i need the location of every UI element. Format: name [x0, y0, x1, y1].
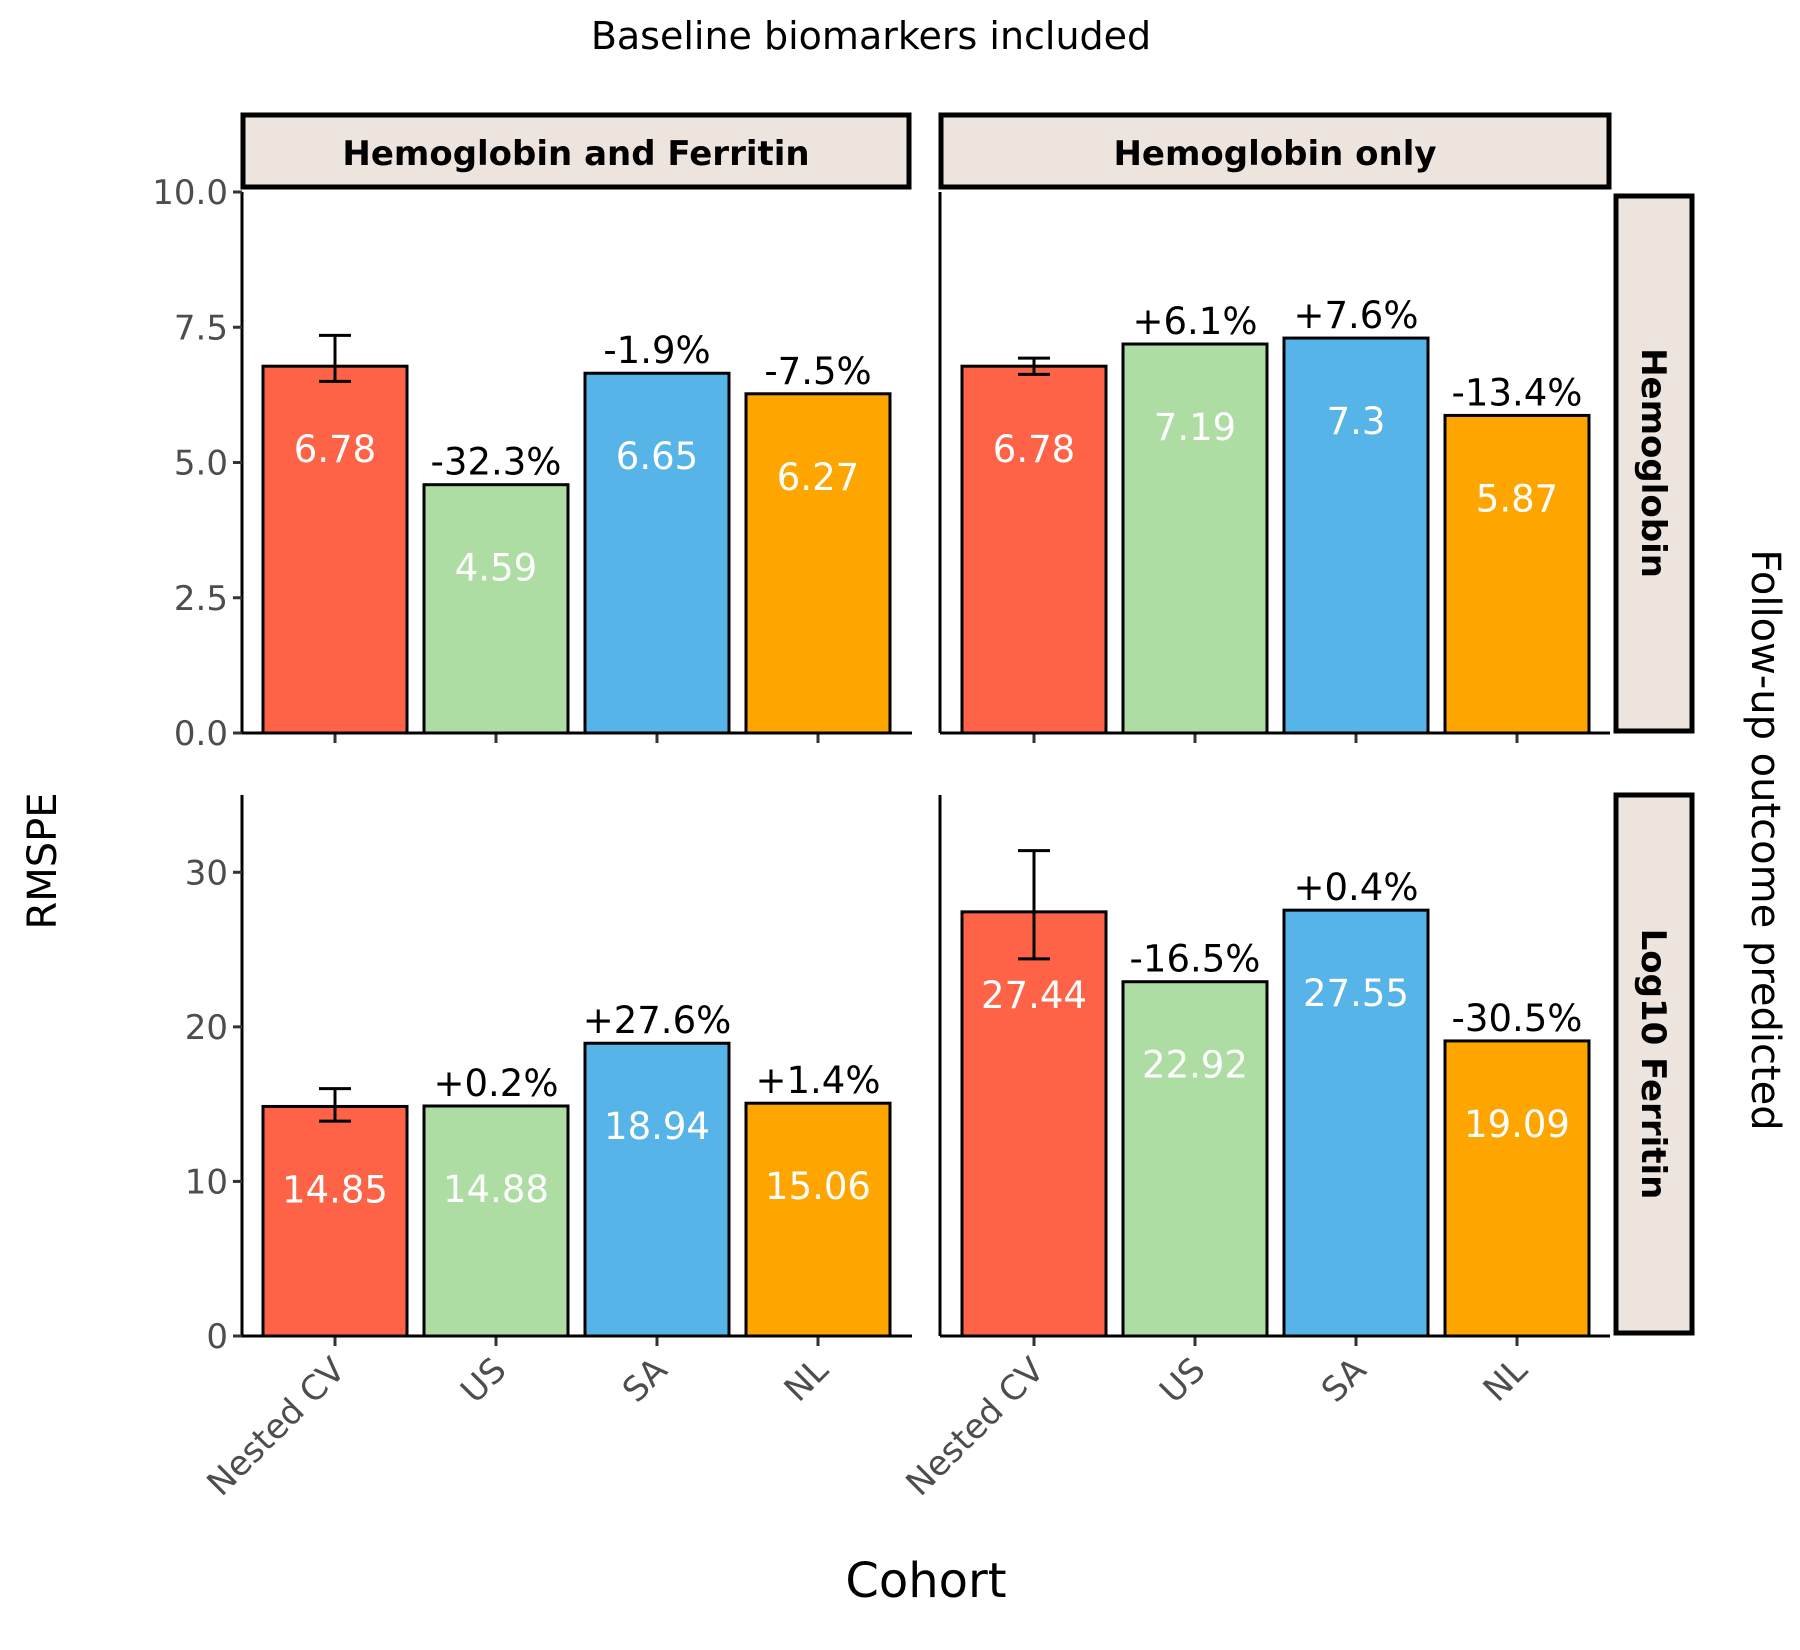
row-strip-1-label: Log10 Ferritin	[1633, 929, 1673, 1200]
y-tick-label-r1-2: 20	[185, 1008, 228, 1048]
value-label-r1-c0-0: 14.85	[282, 1168, 388, 1211]
pct-label-r0-c0-1: -32.3%	[431, 441, 562, 484]
facet-row-title: Follow-up outcome predicted	[1742, 549, 1788, 1130]
bar-r0-c0-0	[261, 364, 409, 735]
value-label-r0-c0-3: 6.27	[777, 456, 859, 499]
pct-label-r0-c1-1: +6.1%	[1132, 300, 1257, 343]
panels: 0.0 2.5 5.0 7.5 10.0 0 10 20 30 Nested CV US SA NL Ne…	[152, 173, 1610, 1504]
x-tick-label-c0-1: US	[453, 1350, 514, 1411]
x-tick-label-c1-1: US	[1152, 1350, 1213, 1411]
value-label-r1-c1-0: 27.44	[981, 974, 1087, 1017]
value-label-r0-c0-0: 6.78	[294, 428, 376, 471]
bar-r0-c0-1	[422, 483, 570, 735]
bar-r1-c1-0	[960, 910, 1108, 1338]
y-tick-label-r0-2: 5.0	[174, 444, 228, 484]
row-strip-1: Log10 Ferritin	[1613, 792, 1695, 1336]
x-tick-label-c0-2: SA	[615, 1350, 675, 1410]
y-axis-title: RMSPE	[20, 792, 66, 929]
y-tick-label-r0-0: 0.0	[174, 714, 228, 754]
y-tick-label-r0-4: 10.0	[152, 173, 228, 213]
value-label-r1-c1-3: 19.09	[1464, 1103, 1570, 1146]
value-label-r1-c1-1: 22.92	[1142, 1044, 1248, 1087]
row-strip-0: Hemoglobin	[1613, 193, 1695, 734]
value-label-r0-c1-0: 6.78	[993, 428, 1075, 471]
row-strip-1-box	[1613, 792, 1695, 1336]
value-label-r0-c1-3: 5.87	[1476, 477, 1558, 520]
bar-r1-c0-3	[744, 1101, 892, 1338]
y-tick-label-r1-0: 0	[206, 1317, 228, 1357]
value-label-r1-c0-1: 14.88	[443, 1168, 549, 1211]
chart-title: Baseline biomarkers included	[591, 14, 1151, 58]
bar-r1-c0-2	[583, 1041, 731, 1338]
value-label-r0-c1-2: 7.3	[1327, 400, 1386, 443]
bar-r0-c0-3	[744, 392, 892, 735]
value-label-r1-c0-3: 15.06	[765, 1165, 871, 1208]
value-label-r0-c1-1: 7.19	[1154, 406, 1236, 449]
panel-r1-c1: 27.44 22.92 -16.5% 27.55 +0.4% 19.09 -30.5%	[960, 849, 1591, 1338]
bar-r0-c1-3	[1443, 413, 1591, 735]
value-label-r0-c0-1: 4.59	[455, 547, 537, 590]
pct-label-r0-c1-2: +7.6%	[1293, 294, 1418, 337]
y-tick-label-r1-3: 30	[185, 853, 228, 893]
bar-r1-c1-3	[1443, 1039, 1591, 1338]
value-label-r0-c0-2: 6.65	[616, 435, 698, 478]
panel-r0-c1: 6.78 7.19 +6.1% 7.3 +7.6% 5.87 -13.4%	[960, 294, 1591, 735]
column-strip-0-label: Hemoglobin and Ferritin	[342, 134, 809, 174]
bar-r1-c1-1	[1121, 980, 1269, 1338]
pct-label-r0-c1-3: -13.4%	[1452, 371, 1583, 414]
bar-r0-c1-2	[1282, 336, 1430, 735]
pct-label-r1-c1-2: +0.4%	[1293, 866, 1418, 909]
pct-label-r1-c1-3: -30.5%	[1452, 997, 1583, 1040]
x-tick-label-c1-2: SA	[1314, 1350, 1374, 1410]
x-tick-label-c1-3: NL	[1476, 1350, 1536, 1410]
row-strip-0-label: Hemoglobin	[1633, 348, 1673, 578]
pct-label-r1-c0-3: +1.4%	[755, 1059, 880, 1102]
column-strip-0-box	[240, 112, 912, 190]
x-axis-title: Cohort	[845, 1553, 1006, 1609]
pct-label-r1-c0-2: +27.6%	[583, 999, 732, 1042]
column-strip-1-box	[938, 112, 1612, 190]
row-strip-0-box	[1613, 193, 1695, 734]
value-label-r1-c0-2: 18.94	[604, 1105, 710, 1148]
panel-r0-c0: 6.78 4.59 -32.3% 6.65 -1.9% 6.27 -7.5%	[261, 329, 892, 735]
bar-r0-c1-1	[1121, 342, 1269, 735]
y-tick-label-r0-3: 7.5	[174, 308, 228, 348]
pct-label-r0-c0-3: -7.5%	[764, 350, 871, 393]
column-strip-1: Hemoglobin only	[938, 112, 1612, 190]
pct-label-r0-c0-2: -1.9%	[603, 329, 710, 372]
bar-r0-c1-0	[960, 364, 1108, 735]
column-strip-1-label: Hemoglobin only	[1113, 134, 1436, 174]
x-tick-label-c1-0: Nested CV	[898, 1350, 1052, 1504]
bar-r1-c0-1	[422, 1104, 570, 1338]
column-strip-0: Hemoglobin and Ferritin	[240, 112, 912, 190]
x-tick-label-c0-3: NL	[777, 1350, 837, 1410]
pct-label-r1-c1-1: -16.5%	[1130, 938, 1261, 981]
panel-r1-c0: 14.85 14.88 +0.2% 18.94 +27.6% 15.06 +1.4%	[261, 999, 892, 1338]
bar-r1-c0-0	[261, 1104, 409, 1338]
y-tick-label-r0-1: 2.5	[174, 579, 228, 619]
bar-r0-c0-2	[583, 371, 731, 735]
value-label-r1-c1-2: 27.55	[1303, 972, 1409, 1015]
x-tick-label-c0-0: Nested CV	[199, 1350, 353, 1504]
y-tick-label-r1-1: 10	[185, 1162, 228, 1202]
pct-label-r1-c0-1: +0.2%	[433, 1062, 558, 1105]
bar-r1-c1-2	[1282, 908, 1430, 1338]
